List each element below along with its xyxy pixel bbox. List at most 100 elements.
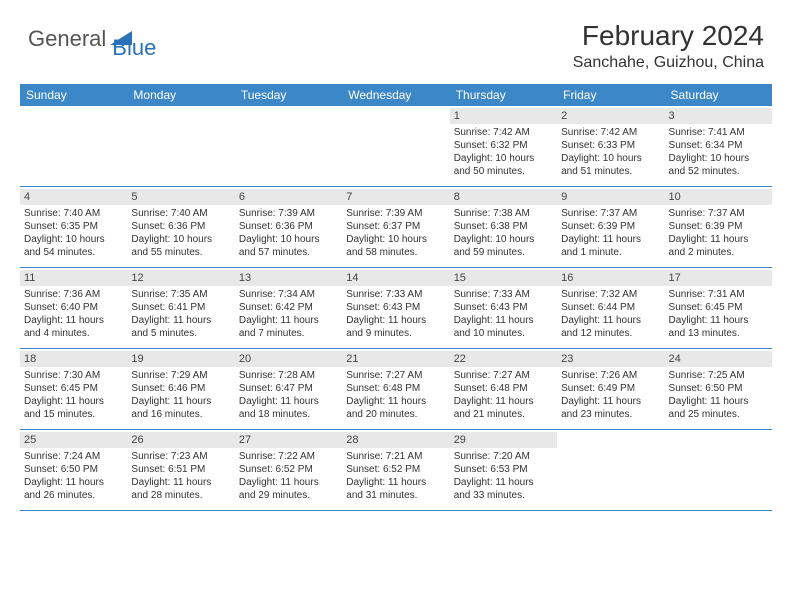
- day-header: Monday: [127, 84, 234, 106]
- day-info-line: Sunrise: 7:34 AM: [239, 288, 338, 301]
- day-info-line: Sunrise: 7:20 AM: [454, 450, 553, 463]
- day-info-line: and 52 minutes.: [669, 165, 768, 178]
- week-row: 18Sunrise: 7:30 AMSunset: 6:45 PMDayligh…: [20, 349, 772, 430]
- day-info-line: and 20 minutes.: [346, 408, 445, 421]
- day-number: 13: [235, 270, 342, 286]
- day-info-line: and 29 minutes.: [239, 489, 338, 502]
- day-info-line: Sunset: 6:32 PM: [454, 139, 553, 152]
- day-cell: [235, 106, 342, 186]
- day-info-line: and 4 minutes.: [24, 327, 123, 340]
- day-info-line: and 59 minutes.: [454, 246, 553, 259]
- day-info-line: Daylight: 11 hours: [24, 476, 123, 489]
- header: General Blue February 2024 Sanchahe, Gui…: [0, 0, 792, 80]
- day-number: 22: [450, 351, 557, 367]
- day-cell: 8Sunrise: 7:38 AMSunset: 6:38 PMDaylight…: [450, 187, 557, 267]
- day-info-line: Sunset: 6:52 PM: [239, 463, 338, 476]
- day-header: Sunday: [20, 84, 127, 106]
- day-info-line: and 10 minutes.: [454, 327, 553, 340]
- day-number: 7: [342, 189, 449, 205]
- day-info-line: Sunset: 6:52 PM: [346, 463, 445, 476]
- day-info-line: Daylight: 11 hours: [24, 314, 123, 327]
- day-cell: 24Sunrise: 7:25 AMSunset: 6:50 PMDayligh…: [665, 349, 772, 429]
- day-header: Tuesday: [235, 84, 342, 106]
- day-info-line: and 7 minutes.: [239, 327, 338, 340]
- day-info-line: Sunrise: 7:26 AM: [561, 369, 660, 382]
- day-number: 3: [665, 108, 772, 124]
- day-info-line: and 51 minutes.: [561, 165, 660, 178]
- day-info-line: Sunrise: 7:38 AM: [454, 207, 553, 220]
- day-info-line: Sunrise: 7:22 AM: [239, 450, 338, 463]
- day-cell: 11Sunrise: 7:36 AMSunset: 6:40 PMDayligh…: [20, 268, 127, 348]
- day-number: 10: [665, 189, 772, 205]
- day-info-line: and 18 minutes.: [239, 408, 338, 421]
- day-cell: 26Sunrise: 7:23 AMSunset: 6:51 PMDayligh…: [127, 430, 234, 510]
- day-cell: 20Sunrise: 7:28 AMSunset: 6:47 PMDayligh…: [235, 349, 342, 429]
- day-info-line: Sunrise: 7:40 AM: [24, 207, 123, 220]
- day-info-line: Sunset: 6:45 PM: [669, 301, 768, 314]
- day-cell: 28Sunrise: 7:21 AMSunset: 6:52 PMDayligh…: [342, 430, 449, 510]
- day-info-line: Sunrise: 7:33 AM: [454, 288, 553, 301]
- day-info-line: Daylight: 11 hours: [24, 395, 123, 408]
- day-info-line: Sunset: 6:33 PM: [561, 139, 660, 152]
- day-cell: 25Sunrise: 7:24 AMSunset: 6:50 PMDayligh…: [20, 430, 127, 510]
- day-cell: 18Sunrise: 7:30 AMSunset: 6:45 PMDayligh…: [20, 349, 127, 429]
- day-info-line: Daylight: 11 hours: [454, 395, 553, 408]
- day-info-line: Sunset: 6:48 PM: [346, 382, 445, 395]
- day-cell: 3Sunrise: 7:41 AMSunset: 6:34 PMDaylight…: [665, 106, 772, 186]
- day-info-line: Sunset: 6:49 PM: [561, 382, 660, 395]
- day-info-line: and 57 minutes.: [239, 246, 338, 259]
- day-info-line: and 2 minutes.: [669, 246, 768, 259]
- day-cell: 9Sunrise: 7:37 AMSunset: 6:39 PMDaylight…: [557, 187, 664, 267]
- day-info-line: Daylight: 10 hours: [454, 152, 553, 165]
- day-info-line: Sunrise: 7:42 AM: [561, 126, 660, 139]
- day-info-line: Daylight: 10 hours: [561, 152, 660, 165]
- day-info-line: Daylight: 10 hours: [454, 233, 553, 246]
- day-header: Wednesday: [342, 84, 449, 106]
- day-info-line: Sunrise: 7:37 AM: [561, 207, 660, 220]
- day-info-line: and 31 minutes.: [346, 489, 445, 502]
- day-info-line: Daylight: 10 hours: [669, 152, 768, 165]
- day-info-line: Daylight: 11 hours: [131, 395, 230, 408]
- location: Sanchahe, Guizhou, China: [573, 54, 764, 72]
- day-info-line: Sunrise: 7:23 AM: [131, 450, 230, 463]
- day-info-line: and 15 minutes.: [24, 408, 123, 421]
- day-info-line: Daylight: 10 hours: [239, 233, 338, 246]
- day-cell: 4Sunrise: 7:40 AMSunset: 6:35 PMDaylight…: [20, 187, 127, 267]
- day-number: 6: [235, 189, 342, 205]
- day-info-line: Sunset: 6:35 PM: [24, 220, 123, 233]
- day-info-line: Sunrise: 7:39 AM: [346, 207, 445, 220]
- day-info-line: and 9 minutes.: [346, 327, 445, 340]
- day-number: 15: [450, 270, 557, 286]
- day-cell: 12Sunrise: 7:35 AMSunset: 6:41 PMDayligh…: [127, 268, 234, 348]
- day-info-line: Daylight: 11 hours: [239, 314, 338, 327]
- day-cell: 2Sunrise: 7:42 AMSunset: 6:33 PMDaylight…: [557, 106, 664, 186]
- day-info-line: Sunset: 6:38 PM: [454, 220, 553, 233]
- day-info-line: Sunset: 6:39 PM: [561, 220, 660, 233]
- day-info-line: Daylight: 11 hours: [669, 314, 768, 327]
- day-info-line: Sunrise: 7:30 AM: [24, 369, 123, 382]
- day-cell: [20, 106, 127, 186]
- day-info-line: Sunrise: 7:39 AM: [239, 207, 338, 220]
- day-info-line: Sunset: 6:51 PM: [131, 463, 230, 476]
- title-block: February 2024 Sanchahe, Guizhou, China: [573, 20, 764, 72]
- day-info-line: Sunset: 6:36 PM: [239, 220, 338, 233]
- month-title: February 2024: [573, 20, 764, 52]
- day-info-line: Sunset: 6:45 PM: [24, 382, 123, 395]
- day-number: 25: [20, 432, 127, 448]
- day-info-line: Sunrise: 7:41 AM: [669, 126, 768, 139]
- day-cell: [557, 430, 664, 510]
- day-number: 20: [235, 351, 342, 367]
- day-info-line: Daylight: 10 hours: [131, 233, 230, 246]
- day-number: 17: [665, 270, 772, 286]
- day-cell: 27Sunrise: 7:22 AMSunset: 6:52 PMDayligh…: [235, 430, 342, 510]
- day-number: 29: [450, 432, 557, 448]
- day-cell: [665, 430, 772, 510]
- day-info-line: Sunset: 6:44 PM: [561, 301, 660, 314]
- day-info-line: Sunset: 6:53 PM: [454, 463, 553, 476]
- day-info-line: and 5 minutes.: [131, 327, 230, 340]
- day-info-line: Daylight: 11 hours: [346, 395, 445, 408]
- day-number: 21: [342, 351, 449, 367]
- week-row: 4Sunrise: 7:40 AMSunset: 6:35 PMDaylight…: [20, 187, 772, 268]
- day-info-line: and 23 minutes.: [561, 408, 660, 421]
- day-info-line: Sunrise: 7:27 AM: [454, 369, 553, 382]
